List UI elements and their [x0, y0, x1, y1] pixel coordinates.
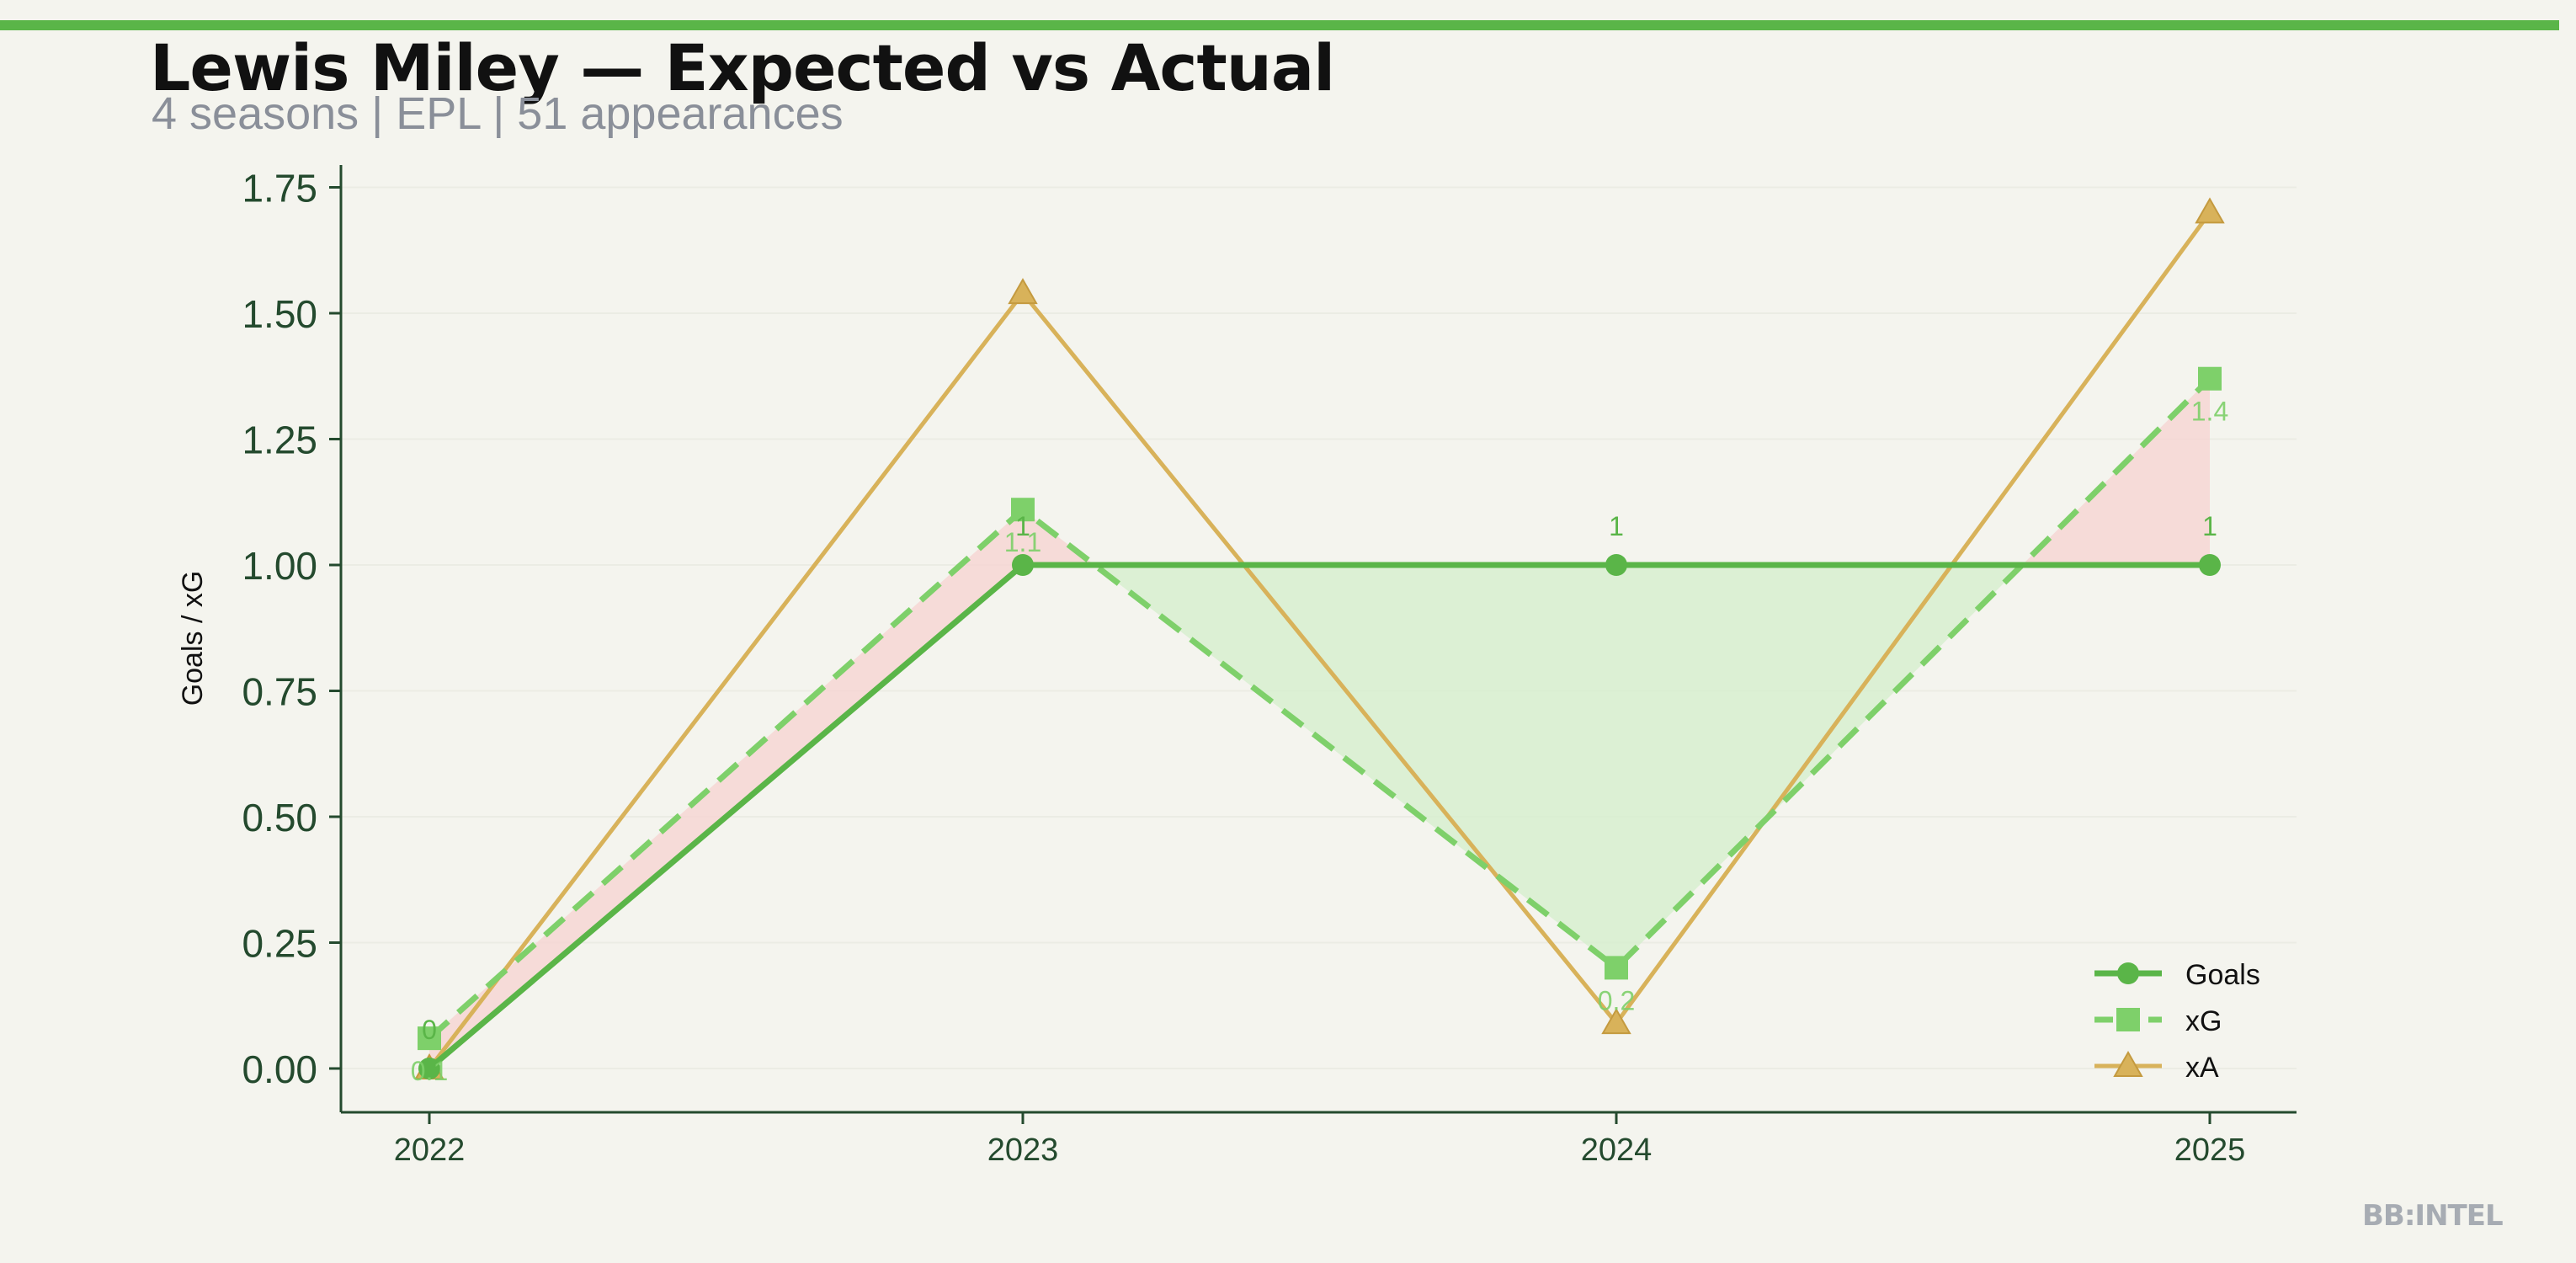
legend-label: xA: [2185, 1052, 2219, 1084]
marker-goals: [1605, 554, 1627, 576]
underperformance-area: [429, 509, 1023, 1068]
legend-marker: [2113, 1050, 2143, 1077]
line-xg: [427, 376, 2212, 1041]
legend-marker: [2116, 1008, 2140, 1031]
legend-item-goals: Goals: [2094, 959, 2260, 991]
y-tick-label: 1.00: [242, 544, 317, 588]
y-axis-label: Goals / xG: [177, 571, 209, 706]
marker-xa: [1008, 278, 1038, 305]
legend-label: xG: [2185, 1005, 2222, 1037]
legend-item-xa: xA: [2094, 1050, 2219, 1084]
xg-data-label: 0.2: [1598, 985, 1635, 1015]
xg-data-label: 1.1: [1004, 527, 1041, 557]
goals-data-label: 1: [2202, 511, 2217, 541]
line-xa: [428, 210, 2212, 1070]
series-xg: [418, 366, 2222, 1051]
brand-watermark: BB:INTEL: [2362, 1199, 2504, 1233]
x-tick-label: 2022: [394, 1132, 466, 1168]
x-tick-label: 2025: [2174, 1132, 2246, 1168]
marker-goals: [1012, 554, 1034, 576]
legend-marker: [2117, 962, 2139, 984]
y-tick-label: 0.00: [242, 1047, 317, 1091]
marker-xg: [1605, 956, 1628, 980]
marker-xa: [2195, 197, 2225, 224]
xg-data-label: 1.4: [2191, 397, 2228, 427]
x-tick-label: 2023: [987, 1132, 1059, 1168]
y-tick-label: 0.50: [242, 796, 317, 839]
goals-data-label: 0: [422, 1015, 437, 1045]
y-tick-label: 0.75: [242, 670, 317, 714]
marker-goals: [2199, 554, 2221, 576]
legend-label: Goals: [2185, 959, 2260, 991]
marker-xg: [1011, 498, 1035, 522]
marker-xg: [418, 1026, 441, 1051]
marker-goals: [418, 1058, 440, 1079]
legend-item-xg: xG: [2094, 1005, 2222, 1037]
series-goals: [418, 554, 2221, 1079]
y-tick-label: 0.25: [242, 922, 317, 966]
marker-xa: [1601, 1008, 1631, 1035]
marker-xg: [2198, 366, 2222, 391]
xg-data-label: 0.1: [411, 1056, 448, 1086]
y-tick-label: 1.50: [242, 292, 317, 336]
y-tick-label: 1.75: [242, 167, 317, 210]
goals-data-label: 1: [1609, 511, 1624, 541]
accent-top-bar: [0, 20, 2559, 30]
chart-subtitle: 4 seasons | EPL | 51 appearances: [152, 88, 844, 139]
line-goals: [427, 562, 2210, 1071]
x-tick-label: 2024: [1581, 1132, 1653, 1168]
y-tick-label: 1.25: [242, 418, 317, 462]
chart-title: Lewis Miley — Expected vs Actual: [150, 30, 1335, 105]
goals-data-label: 1: [1015, 511, 1030, 541]
